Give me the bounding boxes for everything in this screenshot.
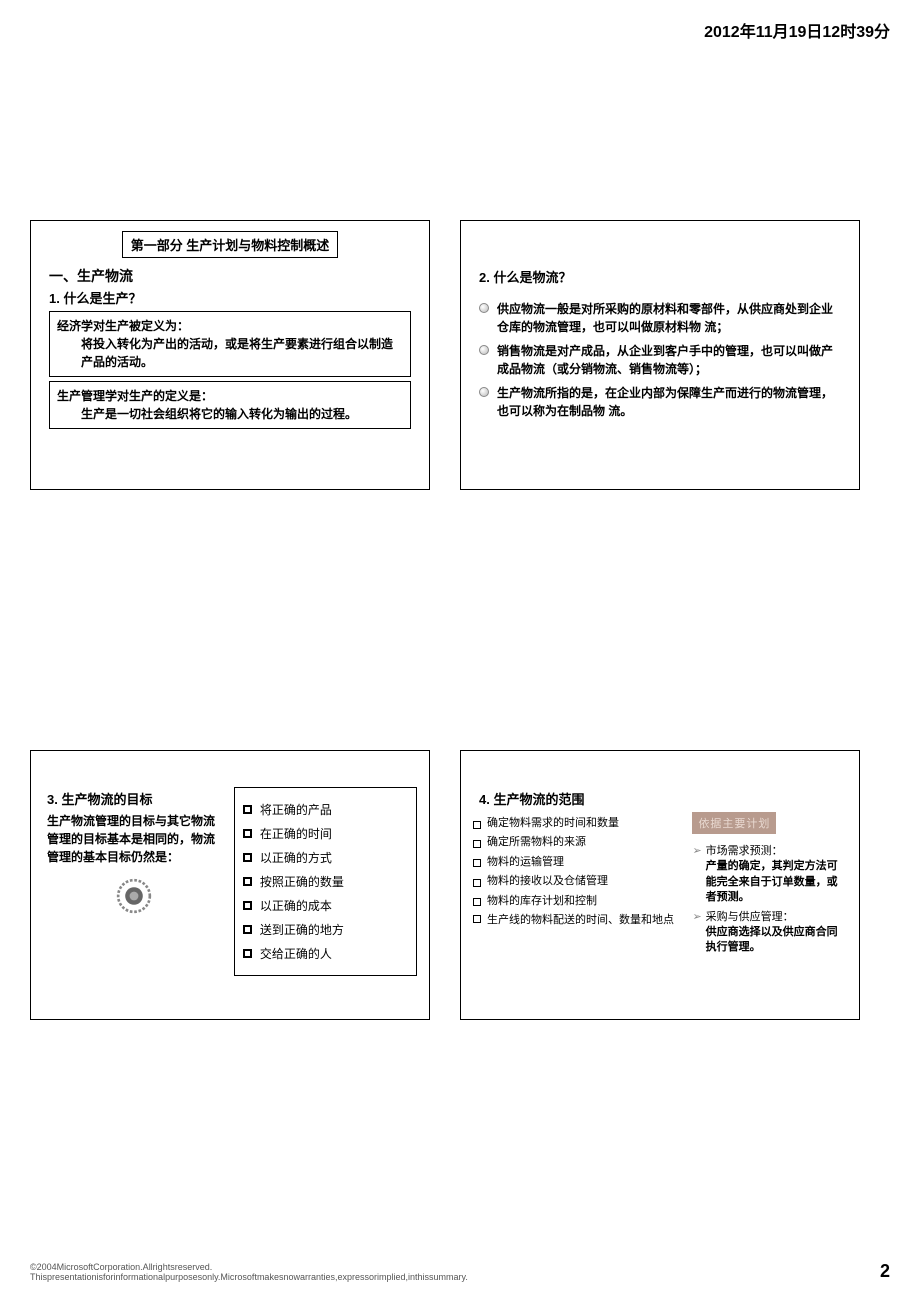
item-text: 生产线的物料配送的时间、数量和地点 (487, 913, 674, 928)
arrow-icon: ➢ (692, 910, 701, 925)
definition-box-1: 经济学对生产被定义为： 将投入转化为产出的活动，或是将生产要素进行组合以制造产品… (49, 311, 411, 377)
slides-row-1: 第一部分 生产计划与物料控制概述 一、生产物流 1. 什么是生产？ 经济学对生产… (30, 220, 890, 490)
list-item: 将正确的产品 (243, 801, 408, 818)
square-icon (243, 829, 252, 838)
list-item: 在正确的时间 (243, 825, 408, 842)
square-icon (243, 949, 252, 958)
list-item: 物料的接收以及仓储管理 (473, 874, 686, 889)
item-text: 供应物流一般是对所采购的原材料和零部件，从供应商处到企业仓库的物流管理，也可以叫… (497, 300, 841, 336)
slide3-content: 3. 生产物流的目标 生产物流管理的目标与其它物流管理的目标基本是相同的，物流管… (43, 787, 417, 976)
list-item: 供应物流一般是对所采购的原材料和零部件，从供应商处到企业仓库的物流管理，也可以叫… (479, 300, 841, 336)
slide-2: 2. 什么是物流？ 供应物流一般是对所采购的原材料和零部件，从供应商处到企业仓库… (460, 220, 860, 490)
disc-icon (479, 303, 489, 313)
slides-row-2: 3. 生产物流的目标 生产物流管理的目标与其它物流管理的目标基本是相同的，物流管… (30, 750, 890, 1020)
question-3: 3. 生产物流的目标 (47, 789, 222, 808)
page-number: 2 (880, 1261, 890, 1282)
item-text: 以正确的方式 (260, 849, 332, 866)
box2-line2: 生产是一切社会组织将它的输入转化为输出的过程。 (57, 405, 403, 423)
disc-icon (479, 345, 489, 355)
item-text: 确定物料需求的时间和数量 (487, 816, 619, 831)
footer-line2: Thispresentationisforinformationalpurpos… (30, 1272, 468, 1282)
r1-head: 市场需求预测： (706, 845, 783, 857)
list-item: 生产线的物料配送的时间、数量和地点 (473, 913, 686, 928)
slide-3: 3. 生产物流的目标 生产物流管理的目标与其它物流管理的目标基本是相同的，物流管… (30, 750, 430, 1020)
item-text: 物料的库存计划和控制 (487, 894, 597, 909)
box2-line1: 生产管理学对生产的定义是： (57, 387, 403, 405)
item-text: 送到正确的地方 (260, 921, 344, 938)
square-icon (243, 925, 252, 934)
gear-icon (112, 874, 156, 918)
item-text: 交给正确的人 (260, 945, 332, 962)
slide3-left: 3. 生产物流的目标 生产物流管理的目标与其它物流管理的目标基本是相同的，物流管… (43, 787, 226, 976)
slide4-right: 依据主要计划 ➢ 市场需求预测： 产量的确定，其判定方法可能完全来自于订单数量，… (692, 812, 847, 960)
item-text: 销售物流是对产成品，从企业到客户手中的管理，也可以叫做产成品物流（或分销物流、销… (497, 342, 841, 378)
square-icon (473, 821, 481, 829)
question-2: 2. 什么是物流？ (479, 267, 847, 286)
question-1: 1. 什么是生产？ (49, 288, 417, 307)
arrow-item: ➢ 采购与供应管理： 供应商选择以及供应商合同执行管理。 (692, 910, 847, 956)
list-item: 确定所需物料的来源 (473, 835, 686, 850)
box1-line1: 经济学对生产被定义为： (57, 317, 403, 335)
item-text: 生产物流所指的是，在企业内部为保障生产而进行的物流管理，也可以称为在制品物 流。 (497, 384, 841, 420)
disc-icon (479, 387, 489, 397)
box1-line2: 将投入转化为产出的活动，或是将生产要素进行组合以制造产品的活动。 (57, 335, 403, 371)
r1-body: 产量的确定，其判定方法可能完全来自于订单数量，或者预测。 (706, 860, 838, 903)
square-icon (243, 901, 252, 910)
square-icon (473, 915, 481, 923)
slide4-left: 确定物料需求的时间和数量 确定所需物料的来源 物料的运输管理 物料的接收以及仓储… (473, 812, 686, 960)
list-item: 按照正确的数量 (243, 873, 408, 890)
list-item: 销售物流是对产成品，从企业到客户手中的管理，也可以叫做产成品物流（或分销物流、销… (479, 342, 841, 378)
item-text: 以正确的成本 (260, 897, 332, 914)
item-text: 将正确的产品 (260, 801, 332, 818)
definition-box-2: 生产管理学对生产的定义是： 生产是一切社会组织将它的输入转化为输出的过程。 (49, 381, 411, 429)
item-text: 确定所需物料的来源 (487, 835, 586, 850)
arrow-icon: ➢ (692, 844, 701, 859)
r2-body: 供应商选择以及供应商合同执行管理。 (706, 926, 838, 953)
item-text: 物料的接收以及仓储管理 (487, 874, 608, 889)
footer: ©2004MicrosoftCorporation.Allrightsreser… (30, 1261, 890, 1282)
list-item: 交给正确的人 (243, 945, 408, 962)
list-item: 物料的运输管理 (473, 855, 686, 870)
square-icon (243, 853, 252, 862)
bullet-list: 供应物流一般是对所采购的原材料和零部件，从供应商处到企业仓库的物流管理，也可以叫… (473, 290, 847, 430)
footer-line1: ©2004MicrosoftCorporation.Allrightsreser… (30, 1262, 468, 1272)
list-item: 物料的库存计划和控制 (473, 894, 686, 909)
list-item: 生产物流所指的是，在企业内部为保障生产而进行的物流管理，也可以称为在制品物 流。 (479, 384, 841, 420)
r2-head: 采购与供应管理： (706, 911, 794, 923)
slide3-right-box: 将正确的产品 在正确的时间 以正确的方式 按照正确的数量 以正确的成本 送到正确… (234, 787, 417, 976)
square-icon (243, 805, 252, 814)
slide-title: 第一部分 生产计划与物料控制概述 (122, 231, 339, 258)
page: 2012年11月19日12时39分 第一部分 生产计划与物料控制概述 一、生产物… (0, 0, 920, 1302)
square-icon (473, 879, 481, 887)
list-item: 送到正确的地方 (243, 921, 408, 938)
section-heading: 一、生产物流 (49, 266, 417, 286)
question-4: 4. 生产物流的范围 (479, 789, 847, 808)
slide-4: 4. 生产物流的范围 确定物料需求的时间和数量 确定所需物料的来源 物料的运输管… (460, 750, 860, 1020)
timestamp: 2012年11月19日12时39分 (704, 18, 890, 42)
slide3-desc: 生产物流管理的目标与其它物流管理的目标基本是相同的，物流管理的基本目标仍然是： (47, 812, 222, 866)
square-icon (473, 859, 481, 867)
list-item: 以正确的成本 (243, 897, 408, 914)
item-text: 按照正确的数量 (260, 873, 344, 890)
arrow-text: 采购与供应管理： 供应商选择以及供应商合同执行管理。 (706, 910, 847, 956)
footer-text: ©2004MicrosoftCorporation.Allrightsreser… (30, 1262, 468, 1282)
arrow-item: ➢ 市场需求预测： 产量的确定，其判定方法可能完全来自于订单数量，或者预测。 (692, 844, 847, 906)
square-icon (243, 877, 252, 886)
list-item: 以正确的方式 (243, 849, 408, 866)
badge: 依据主要计划 (692, 812, 776, 834)
item-text: 物料的运输管理 (487, 855, 564, 870)
square-icon (473, 898, 481, 906)
square-icon (473, 840, 481, 848)
item-text: 在正确的时间 (260, 825, 332, 842)
list-item: 确定物料需求的时间和数量 (473, 816, 686, 831)
slide-1: 第一部分 生产计划与物料控制概述 一、生产物流 1. 什么是生产？ 经济学对生产… (30, 220, 430, 490)
arrow-text: 市场需求预测： 产量的确定，其判定方法可能完全来自于订单数量，或者预测。 (706, 844, 847, 906)
slide4-content: 确定物料需求的时间和数量 确定所需物料的来源 物料的运输管理 物料的接收以及仓储… (473, 812, 847, 960)
